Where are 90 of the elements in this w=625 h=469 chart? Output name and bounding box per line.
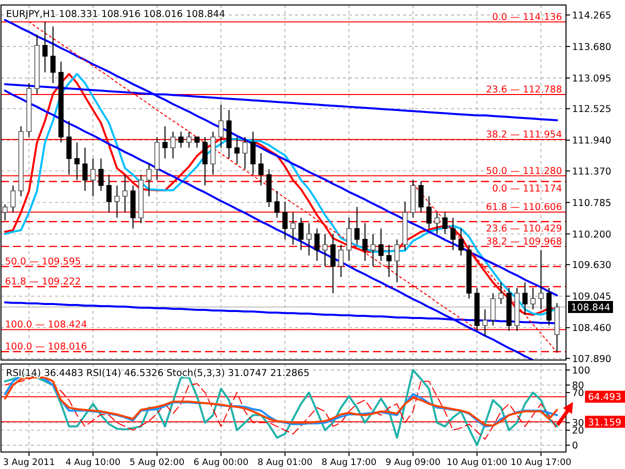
candlestick — [258, 152, 264, 186]
candlestick — [250, 131, 256, 176]
candlestick — [386, 244, 392, 278]
y-tick-label: 113.095 — [572, 73, 612, 84]
candlestick — [194, 136, 200, 148]
candlestick — [122, 174, 128, 213]
candlestick — [426, 196, 432, 230]
ref-line-label: 50.0 — 111.280 — [486, 166, 562, 177]
candlestick — [346, 217, 352, 262]
ref-line-label: 38.2 — 109.968 — [486, 236, 562, 248]
candlestick — [106, 174, 112, 213]
y-tick-label: 113.680 — [572, 42, 612, 53]
y-tick-label: 114.265 — [572, 10, 612, 22]
candlestick — [370, 233, 376, 267]
candlestick — [394, 238, 400, 283]
y-tick-label: 111.370 — [572, 166, 612, 178]
candlestick — [10, 184, 16, 213]
x-tick-label: 10 Aug 01:00 — [446, 458, 508, 468]
candlestick — [530, 287, 536, 310]
candlestick — [114, 184, 120, 218]
candlestick — [538, 250, 544, 310]
candlestick — [82, 147, 88, 192]
x-tick-label: 4 Aug 10:00 — [66, 458, 121, 468]
candlestick — [42, 21, 48, 73]
candlestick — [522, 282, 528, 316]
candlestick — [170, 131, 176, 160]
candlestick — [146, 163, 152, 197]
candlestick — [354, 206, 360, 246]
ref-line-label: 61.8 — 109.222 — [5, 276, 81, 288]
candlestick — [66, 120, 72, 176]
x-tick-label: 3 Aug 2011 — [3, 458, 55, 468]
candlestick — [378, 228, 384, 262]
candlestick — [434, 212, 440, 234]
candlestick — [482, 308, 488, 337]
candlestick — [202, 136, 208, 186]
x-tick-label: 8 Aug 01:00 — [258, 458, 313, 468]
candlestick — [314, 228, 320, 262]
x-tick-label: 5 Aug 02:00 — [130, 458, 185, 468]
y-tick-label: 110.200 — [572, 229, 612, 240]
candlestick — [298, 217, 304, 251]
y-tick-label: 100 — [572, 366, 590, 377]
ref-line-label: 0.0 — 114.136 — [492, 12, 562, 23]
ref-line-label: 50.0 — 109.595 — [5, 256, 81, 268]
candlestick — [290, 212, 296, 246]
candlestick — [234, 136, 240, 164]
x-tick-label: 8 Aug 17:00 — [322, 458, 377, 468]
ref-line-label: 38.2 — 111.954 — [486, 129, 562, 140]
candlestick — [450, 217, 456, 251]
candlestick — [490, 292, 496, 326]
candlestick — [90, 158, 96, 197]
ref-line-label: 31.159 — [588, 417, 622, 428]
y-tick-label: 111.940 — [572, 136, 612, 147]
candlestick — [98, 158, 104, 192]
text: EURJPY,H1 108.331 108.916 108.016 108.844 — [6, 9, 226, 20]
ref-line-label: 100.0 — 108.424 — [5, 320, 88, 331]
candlestick — [442, 212, 448, 234]
candlestick — [458, 228, 464, 256]
y-tick-label: 112.525 — [572, 104, 612, 116]
y-tick-label: 109.045 — [572, 292, 612, 303]
y-tick-label: 0 — [572, 440, 578, 452]
candlestick — [282, 201, 288, 240]
candlestick — [362, 222, 368, 262]
candlestick — [322, 233, 328, 267]
candlestick — [242, 136, 248, 170]
y-tick-label: 110.785 — [572, 198, 612, 209]
y-tick-label: 107.890 — [572, 354, 612, 365]
x-tick-label: 10 Aug 17:00 — [510, 458, 572, 468]
candlestick — [186, 131, 192, 148]
ref-line-label: 23.6 — 110.429 — [486, 224, 562, 235]
ref-line-label: 100.0 — 108.016 — [5, 342, 88, 353]
y-tick-label: 109.630 — [572, 260, 612, 272]
ref-line-label: 61.8 — 110.606 — [486, 202, 562, 214]
x-tick-label: 9 Aug 09:00 — [386, 458, 441, 468]
candlestick — [274, 190, 280, 218]
candlestick — [178, 131, 184, 148]
candlestick — [330, 233, 336, 294]
candlestick — [162, 126, 168, 160]
candlestick — [418, 180, 424, 213]
candlestick — [338, 244, 344, 278]
ref-line-label: 23.6 — 112.788 — [486, 84, 562, 96]
x-tick-label: 6 Aug 00:00 — [194, 458, 249, 468]
y-tick-label: 108.460 — [572, 323, 612, 334]
ref-line-label: 0.0 — 111.174 — [492, 183, 562, 194]
candlestick — [218, 104, 224, 148]
ref-line-label: 64.493 — [588, 392, 622, 404]
candlestick — [306, 222, 312, 256]
candlestick — [50, 26, 56, 84]
ref-line-label: 108.844 — [571, 302, 610, 314]
candlestick — [74, 142, 80, 181]
candlestick — [498, 282, 504, 304]
